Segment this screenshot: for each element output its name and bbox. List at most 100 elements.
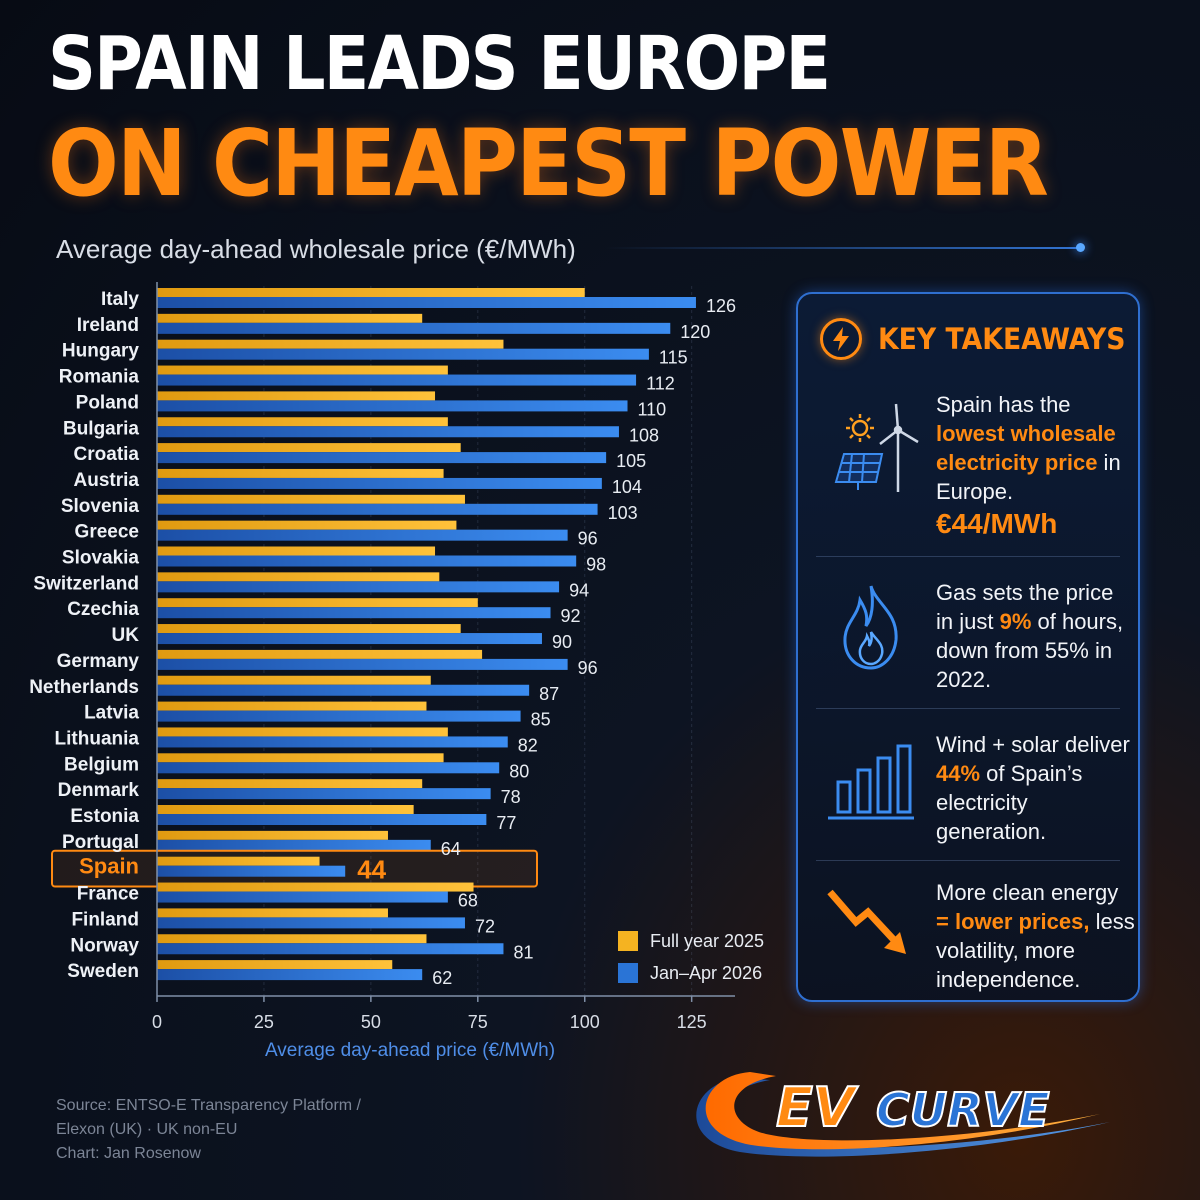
bar-2026-spain <box>157 865 346 877</box>
value-label-austria: 104 <box>612 477 642 497</box>
value-label-latvia: 85 <box>531 710 551 730</box>
takeaway-4-highlight: = lower prices, <box>936 909 1090 934</box>
value-label-italy: 126 <box>706 296 736 316</box>
bar-2026-ireland <box>157 322 671 334</box>
takeaway-text-3: Wind + solar deliver 44% of Spain’s elec… <box>936 730 1136 846</box>
category-label-lithuania: Lithuania <box>55 728 140 749</box>
value-label-portugal: 64 <box>441 839 461 859</box>
bar-2025-greece <box>157 520 457 530</box>
legend-item-2026: Jan–Apr 2026 <box>618 957 764 989</box>
divider-1 <box>816 556 1120 557</box>
bar-2025-slovakia <box>157 546 436 556</box>
category-label-czechia: Czechia <box>67 599 139 620</box>
category-label-finland: Finland <box>71 909 139 930</box>
takeaway-text-4: More clean energy = lower prices, less v… <box>936 878 1136 994</box>
takeaway-4-text-before: More clean energy <box>936 880 1119 905</box>
takeaway-1-highlight: lowest wholesale electricity price <box>936 421 1116 475</box>
category-label-ireland: Ireland <box>77 315 139 336</box>
chart-bars <box>51 288 696 981</box>
panel-header: KEY TAKEAWAYS <box>820 318 1147 360</box>
value-label-lithuania: 82 <box>518 735 538 755</box>
bar-2025-denmark <box>157 779 423 789</box>
bar-2025-switzerland <box>157 572 440 582</box>
value-label-croatia: 105 <box>616 451 646 471</box>
value-label-hungary: 115 <box>659 348 688 368</box>
bar-2026-sweden <box>157 969 423 981</box>
bar-2025-croatia <box>157 443 461 453</box>
x-axis: 0 25 50 75 100 125 Average day-ahead price (€/… <box>152 282 735 1061</box>
category-label-austria: Austria <box>74 470 140 491</box>
category-label-portugal: Portugal <box>62 832 139 853</box>
category-label-belgium: Belgium <box>64 754 139 775</box>
bar-2026-switzerland <box>157 581 560 593</box>
chart-legend: Full year 2025 Jan–Apr 2026 <box>618 925 764 989</box>
source-line-3: Chart: Jan Rosenow <box>56 1145 201 1162</box>
category-label-estonia: Estonia <box>70 806 139 827</box>
value-label-slovakia: 98 <box>586 555 606 575</box>
bar-2025-spain <box>157 856 320 866</box>
bar-2026-bulgaria <box>157 426 619 438</box>
x-tick-label-100: 100 <box>570 1012 600 1032</box>
takeaway-1-text-before: Spain has the <box>936 392 1071 417</box>
legend-label-2025: Full year 2025 <box>650 930 765 951</box>
value-label-slovenia: 103 <box>608 503 638 523</box>
category-label-germany: Germany <box>57 651 140 672</box>
bar-2026-romania <box>157 374 637 386</box>
value-label-france: 68 <box>458 891 478 911</box>
legend-swatch-yellow <box>618 931 638 951</box>
divider-2 <box>816 708 1120 709</box>
decorative-line <box>605 247 1080 249</box>
source-note: Source: ENTSO-E Transparency Platform / … <box>56 1094 361 1166</box>
bar-2026-croatia <box>157 452 607 464</box>
takeaway-2-highlight: 9% <box>999 609 1032 634</box>
logo-text-curve: CURVE <box>876 1083 1050 1137</box>
bar-2026-hungary <box>157 348 649 360</box>
x-tick-label-25: 25 <box>254 1012 274 1032</box>
value-label-finland: 72 <box>475 916 495 936</box>
category-label-croatia: Croatia <box>74 444 140 465</box>
x-tick-label-50: 50 <box>361 1012 381 1032</box>
bar-2026-france <box>157 891 448 903</box>
category-label-switzerland: Switzerland <box>33 573 139 594</box>
bar-2025-czechia <box>157 598 478 608</box>
value-label-estonia: 77 <box>496 813 516 833</box>
bar-2026-portugal <box>157 839 431 851</box>
takeaway-2-text-after: of hours, down from 55% in 2022. <box>936 609 1124 692</box>
bar-2026-uk <box>157 633 542 645</box>
bar-2025-poland <box>157 391 436 401</box>
bar-2026-lithuania <box>157 736 508 748</box>
chart-labels: Italy 126 Ireland 120 Hungary 115 Romania 112 Po… <box>29 289 736 988</box>
takeaway-3-text-before: Wind + solar deliver <box>936 732 1130 757</box>
bar-2025-italy <box>157 288 585 297</box>
source-line-2: Elexon (UK) · UK non-EU <box>56 1121 238 1138</box>
bar-chart: Italy 126 Ireland 120 Hungary 115 Romania 112 Po… <box>29 282 736 1061</box>
bar-2026-greece <box>157 529 568 541</box>
takeaway-text-2: Gas sets the price in just 9% of hours, … <box>936 578 1136 694</box>
value-label-bulgaria: 108 <box>629 425 659 445</box>
bar-2026-slovakia <box>157 555 577 567</box>
value-label-switzerland: 94 <box>569 580 589 600</box>
bar-2025-romania <box>157 365 448 375</box>
bar-2025-belgium <box>157 753 444 763</box>
bar-2026-czechia <box>157 607 551 619</box>
bar-2026-germany <box>157 658 568 670</box>
category-label-slovakia: Slovakia <box>62 548 140 569</box>
bar-2026-netherlands <box>157 684 530 696</box>
legend-swatch-blue <box>618 963 638 983</box>
takeaway-3-text-after: of Spain’s electricity generation. <box>936 761 1083 844</box>
category-label-slovenia: Slovenia <box>61 496 140 517</box>
lightning-bolt-icon <box>820 318 862 360</box>
bar-2026-latvia <box>157 710 521 722</box>
flame-icon <box>836 582 906 677</box>
value-label-norway: 81 <box>513 942 533 962</box>
value-label-romania: 112 <box>646 374 675 394</box>
category-label-denmark: Denmark <box>58 780 140 801</box>
bar-2025-sweden <box>157 960 393 970</box>
value-label-greece: 96 <box>578 529 598 549</box>
value-label-czechia: 92 <box>561 606 581 626</box>
takeaway-4-text-after: less volatility, more independence. <box>936 909 1135 992</box>
legend-label-2026: Jan–Apr 2026 <box>650 962 763 983</box>
bar-2025-estonia <box>157 805 414 814</box>
bar-2025-norway <box>157 934 427 944</box>
chart-subtitle: Average day-ahead wholesale price (€/MWh… <box>56 234 576 264</box>
